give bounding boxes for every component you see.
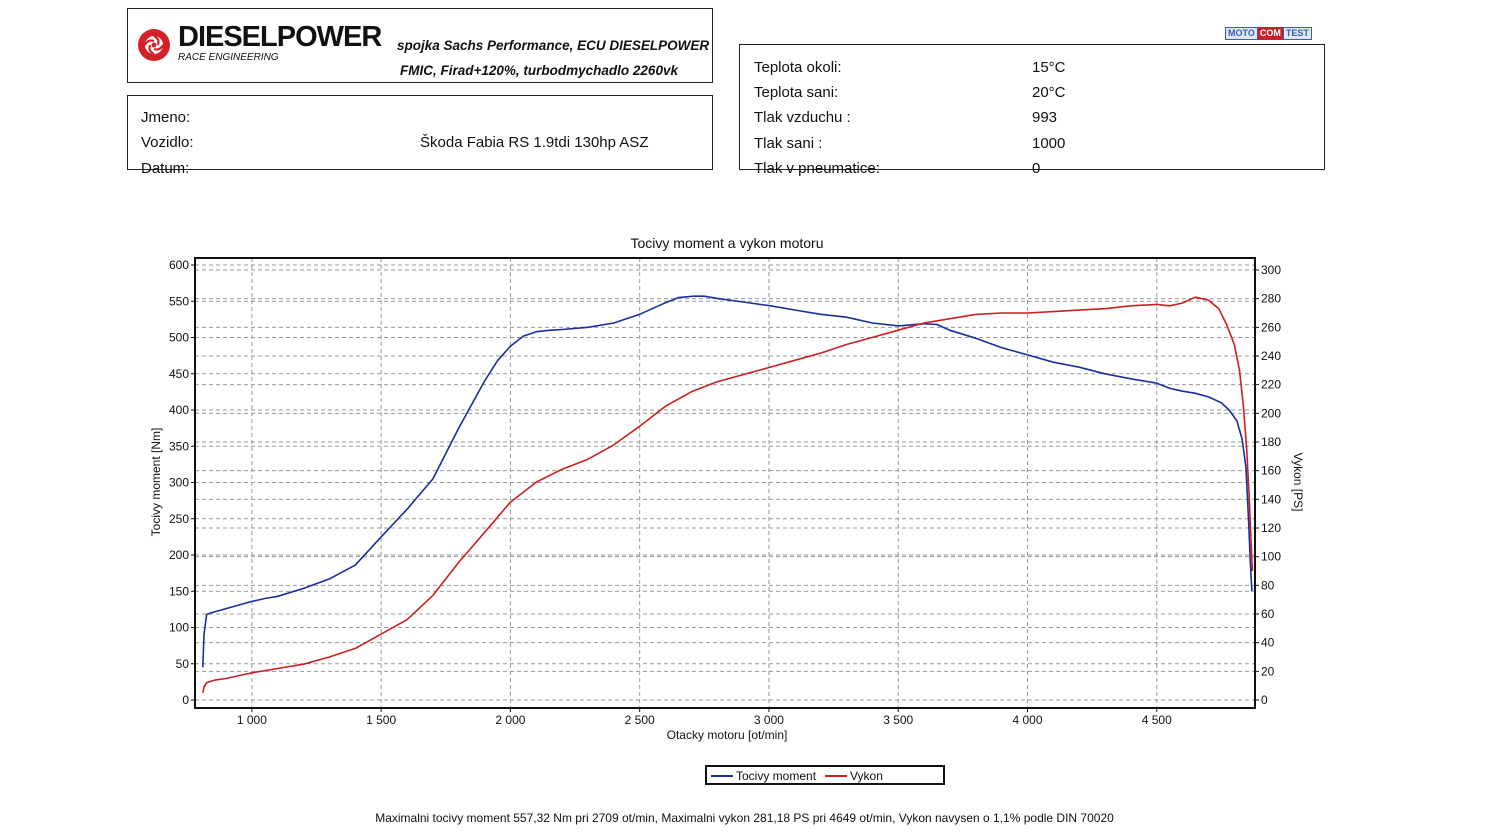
y-right-tick-label: 280 bbox=[1261, 292, 1281, 306]
ambient-temp-value: 15°C bbox=[1032, 59, 1066, 76]
x-tick-label: 1 500 bbox=[366, 713, 396, 727]
spec-line-2: FMIC, Firad+120%, turbodmychadlo 2260vk bbox=[400, 63, 678, 78]
x-tick-label: 2 000 bbox=[495, 713, 525, 727]
date-label: Datum: bbox=[141, 160, 190, 177]
x-tick-label: 4 000 bbox=[1012, 713, 1042, 727]
y-right-tick-label: 0 bbox=[1261, 693, 1268, 707]
y-left-tick-label: 600 bbox=[169, 258, 189, 272]
y-left-tick-label: 450 bbox=[169, 367, 189, 381]
motocom-part-3: TEST bbox=[1282, 27, 1312, 40]
header-box: DIESELPOWER RACE ENGINEERING spojka Sach… bbox=[127, 8, 713, 83]
test-conditions-box: Teplota okoli: 15°C Teplota sani: 20°C T… bbox=[739, 44, 1325, 177]
legend-label-power: Vykon bbox=[850, 769, 883, 783]
y-left-tick-label: 150 bbox=[169, 584, 189, 598]
chart-title: Tocivy moment a vykon motoru bbox=[631, 235, 824, 251]
legend-label-torque: Tocivy moment bbox=[736, 769, 817, 783]
vehicle-value: Škoda Fabia RS 1.9tdi 130hp ASZ bbox=[420, 134, 649, 151]
y-right-tick-label: 120 bbox=[1261, 521, 1281, 535]
y-right-tick-label: 220 bbox=[1261, 378, 1281, 392]
y-left-tick-label: 200 bbox=[169, 548, 189, 562]
brand-subtitle: RACE ENGINEERING bbox=[178, 52, 279, 63]
y-left-tick-label: 250 bbox=[169, 512, 189, 526]
ambient-temp-label: Teplota okoli: bbox=[754, 59, 842, 76]
y-left-tick-label: 400 bbox=[169, 403, 189, 417]
axis-ticks: 1 000 1 500 2 000 2 500 3 000 3 500 4 000 4 500… bbox=[169, 258, 1281, 727]
intake-pressure-value: 1000 bbox=[1032, 135, 1066, 152]
legend-swatch-power bbox=[825, 775, 847, 777]
y-right-tick-label: 160 bbox=[1261, 464, 1281, 478]
air-pressure-label: Tlak vzduchu : bbox=[754, 109, 851, 126]
y-right-tick-label: 140 bbox=[1261, 492, 1281, 506]
name-label: Jmeno: bbox=[141, 109, 191, 126]
y-left-tick-label: 300 bbox=[169, 476, 189, 490]
x-tick-label: 1 000 bbox=[237, 713, 267, 727]
legend-swatch-torque bbox=[711, 775, 733, 777]
y-left-tick-label: 550 bbox=[169, 294, 189, 308]
max-values-summary: Maximalni tocivy moment 557,32 Nm pri 27… bbox=[375, 811, 1114, 825]
x-axis-label: Otacky motoru [ot/min] bbox=[667, 728, 788, 742]
air-pressure-value: 993 bbox=[1032, 109, 1058, 126]
y-right-tick-label: 100 bbox=[1261, 550, 1281, 564]
y-left-tick-label: 350 bbox=[169, 439, 189, 453]
y-right-tick-label: 20 bbox=[1261, 664, 1275, 678]
tire-pressure-value: 0 bbox=[1032, 160, 1041, 177]
x-tick-label: 2 500 bbox=[625, 713, 655, 727]
vehicle-info-box: Jmeno: Vozidlo: Škoda Fabia RS 1.9tdi 13… bbox=[127, 95, 713, 177]
x-tick-label: 3 500 bbox=[883, 713, 913, 727]
x-tick-label: 3 000 bbox=[754, 713, 784, 727]
y-left-tick-label: 50 bbox=[176, 657, 190, 671]
legend-item-power: Vykon bbox=[825, 769, 883, 783]
y-right-tick-label: 240 bbox=[1261, 349, 1281, 363]
plot-area-frame bbox=[194, 257, 1256, 709]
y-right-tick-label: 60 bbox=[1261, 607, 1275, 621]
y-right-tick-label: 180 bbox=[1261, 435, 1281, 449]
y-left-tick-label: 100 bbox=[169, 621, 189, 635]
chart-legend: Tocivy moment Vykon bbox=[705, 765, 945, 785]
y-right-tick-label: 260 bbox=[1261, 320, 1281, 334]
tire-pressure-label: Tlak v pneumatice: bbox=[754, 160, 880, 177]
brand-logo-text: DIESELPOWER bbox=[178, 21, 382, 53]
intake-temp-value: 20°C bbox=[1032, 84, 1066, 101]
turbo-logo-icon bbox=[138, 29, 170, 61]
chart-series bbox=[202, 295, 1254, 693]
power-series-line bbox=[202, 296, 1254, 693]
y-left-tick-label: 500 bbox=[169, 331, 189, 345]
vehicle-label: Vozidlo: bbox=[141, 134, 194, 151]
y-axis-left-label: Tocivy moment [Nm] bbox=[149, 428, 163, 537]
motocom-part-2: COM bbox=[1257, 27, 1283, 40]
y-axis-right-label: Vykon [PS] bbox=[1291, 453, 1305, 512]
y-right-tick-label: 200 bbox=[1261, 406, 1281, 420]
y-right-tick-label: 40 bbox=[1261, 636, 1275, 650]
motocom-test-logo: MOTO COM TEST bbox=[1225, 27, 1312, 40]
motocom-part-1: MOTO bbox=[1225, 27, 1258, 40]
chart-grid bbox=[195, 258, 1255, 708]
y-right-tick-label: 300 bbox=[1261, 263, 1281, 277]
intake-pressure-label: Tlak sani : bbox=[754, 135, 823, 152]
spec-line-1: spojka Sachs Performance, ECU DIESELPOWE… bbox=[397, 38, 710, 53]
y-right-tick-label: 80 bbox=[1261, 578, 1275, 592]
legend-item-torque: Tocivy moment bbox=[711, 769, 816, 783]
torque-series-line bbox=[202, 295, 1253, 668]
intake-temp-label: Teplota sani: bbox=[754, 84, 839, 101]
x-tick-label: 4 500 bbox=[1142, 713, 1172, 727]
y-left-tick-label: 0 bbox=[182, 693, 189, 707]
